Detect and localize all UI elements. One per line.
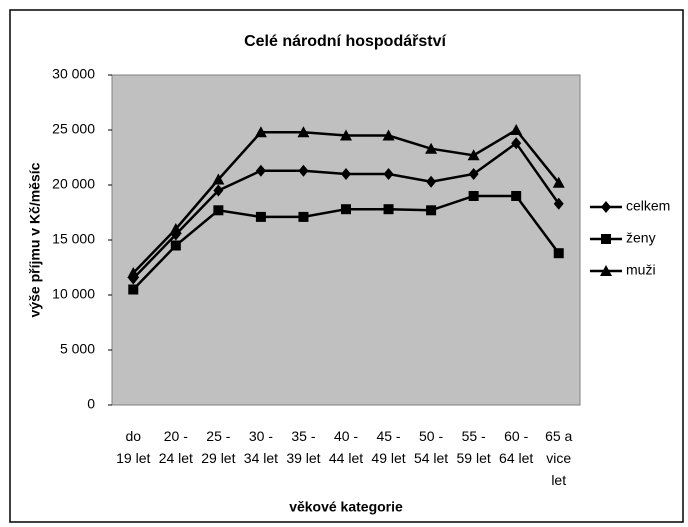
- y-axis-label: výše příjmu v Kč/měsíc: [27, 162, 43, 317]
- data-point: [468, 168, 479, 180]
- x-tick-label: 25 - 29 let: [201, 428, 236, 466]
- legend-marker: [601, 201, 611, 213]
- legend-marker: [600, 265, 612, 276]
- data-point: [254, 126, 267, 138]
- data-point: [128, 284, 139, 295]
- y-tick-label: 5 000: [60, 341, 95, 357]
- x-tick-label: 35 - 39 let: [286, 428, 321, 466]
- x-tick-label: 20 - 24 let: [158, 428, 193, 466]
- x-tick-label: 45 - 49 let: [371, 428, 406, 466]
- data-point: [340, 129, 352, 141]
- data-point: [298, 211, 309, 222]
- data-point: [511, 191, 522, 201]
- data-point: [383, 204, 394, 215]
- chart-title: Celé národní hospodářství: [244, 33, 446, 50]
- data-point: [213, 184, 224, 197]
- x-tick-label: 55 - 59 let: [456, 428, 491, 466]
- y-tick-label: 0: [87, 396, 95, 412]
- legend-label: celkem: [626, 198, 670, 214]
- data-point: [426, 175, 437, 188]
- data-point: [553, 248, 564, 259]
- data-point: [552, 176, 565, 188]
- x-tick-label: 65 a vice let: [545, 428, 573, 488]
- x-tick-label: do 19 let: [116, 428, 151, 466]
- data-point: [213, 205, 224, 216]
- x-axis-label: věkové kategorie: [289, 499, 403, 515]
- data-point: [127, 267, 140, 278]
- y-tick-label: 15 000: [52, 231, 95, 247]
- data-point: [170, 240, 181, 251]
- y-tick-label: 20 000: [52, 176, 95, 192]
- legend-label: muži: [626, 262, 656, 278]
- x-tick-label: 50 - 54 let: [413, 428, 449, 466]
- x-tick-label: 40 - 44 let: [328, 428, 364, 466]
- data-point: [212, 173, 225, 185]
- data-point: [426, 205, 437, 216]
- data-point: [467, 149, 480, 161]
- legend-label: ženy: [626, 230, 656, 246]
- data-point: [510, 124, 523, 135]
- data-point: [383, 168, 394, 180]
- y-tick-label: 25 000: [52, 121, 95, 137]
- data-point: [341, 168, 351, 180]
- data-point: [468, 191, 479, 201]
- x-tick-label: 30 - 34 let: [243, 428, 279, 466]
- data-point: [255, 164, 266, 177]
- data-point: [298, 164, 309, 177]
- x-tick-label: 60 - 64 let: [499, 428, 534, 466]
- legend-marker: [601, 234, 611, 244]
- data-point: [255, 211, 266, 222]
- data-point: [553, 197, 564, 210]
- data-point: [382, 129, 395, 141]
- y-tick-label: 10 000: [52, 286, 95, 302]
- data-point: [425, 142, 438, 154]
- data-point: [297, 126, 310, 138]
- data-point: [341, 204, 351, 215]
- data-point: [169, 223, 182, 234]
- y-tick-label: 30 000: [52, 66, 95, 82]
- data-point: [511, 137, 522, 150]
